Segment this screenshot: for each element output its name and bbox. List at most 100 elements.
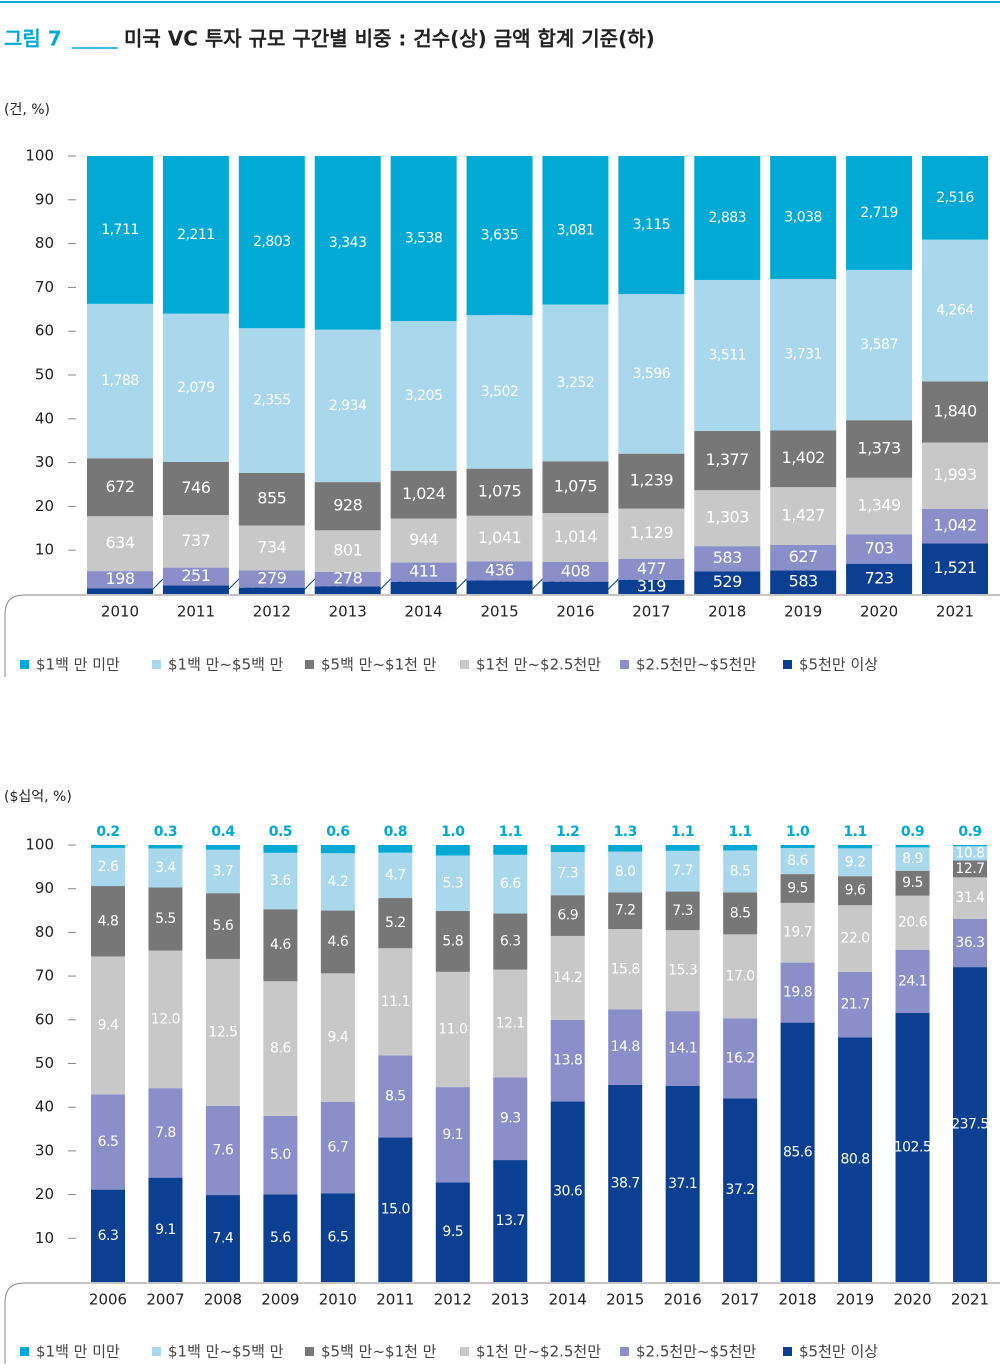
x-tick-label: 2019 [784, 603, 822, 621]
bar-segment [694, 546, 761, 572]
data-label: 1.1 [728, 824, 751, 840]
bar-segment [435, 971, 470, 1088]
data-label: 436 [485, 560, 514, 579]
y-tick-label: 20 [35, 497, 54, 515]
data-label: 5.6 [270, 1230, 291, 1246]
bar-segment [608, 845, 643, 852]
bar-segment [466, 515, 533, 562]
y-tick-label: 50 [35, 1054, 54, 1072]
data-label: 1,373 [857, 438, 900, 457]
data-label: 319 [637, 576, 666, 595]
bar-segment [91, 956, 125, 1095]
data-label: 21.7 [840, 997, 869, 1013]
bar-segment [87, 588, 153, 594]
bar-segment [493, 913, 528, 970]
data-label: 9.2 [845, 854, 866, 870]
y-tick-label: 70 [35, 278, 54, 296]
bar-segment [694, 156, 761, 280]
bar-segment [263, 981, 298, 1116]
bar-segment [665, 850, 700, 892]
bar-segment [550, 845, 585, 853]
data-label: 1,024 [402, 484, 446, 503]
bar-segment [542, 304, 609, 462]
data-label: 12.5 [208, 1024, 237, 1040]
data-label: 6.3 [500, 934, 521, 950]
data-label: 3,635 [481, 228, 519, 244]
data-label: 11.0 [438, 1021, 467, 1037]
legend-swatch [783, 1347, 792, 1356]
bar-segment [780, 962, 815, 1023]
data-label: 15.3 [668, 963, 697, 979]
bar-segment [922, 239, 988, 382]
legend-swatch [305, 1347, 314, 1356]
bar-segment [780, 874, 815, 903]
bar-segment [665, 845, 700, 851]
data-label: 4.2 [327, 874, 348, 890]
data-label: 746 [181, 478, 210, 497]
bar-segment [314, 586, 381, 594]
legend-label: $5백 만~$1천 만 [321, 656, 437, 674]
data-label: 17.0 [726, 968, 755, 984]
y-tick-label: 60 [35, 1010, 54, 1028]
data-label: 634 [105, 533, 134, 552]
data-label: 0.9 [901, 824, 924, 840]
data-label: 14.1 [668, 1040, 697, 1056]
data-label: 1.3 [614, 824, 637, 840]
bar-segment [435, 855, 470, 912]
x-tick-label: 2020 [893, 1291, 931, 1309]
data-label: 3,511 [708, 347, 746, 363]
bar-segment [838, 848, 873, 877]
bar-segment [263, 852, 298, 910]
bar-segment [608, 892, 643, 930]
bar-segment [91, 886, 125, 957]
legend-label: $5백 만~$1천 만 [321, 1343, 437, 1361]
bar-segment [838, 876, 873, 906]
data-label: 8.5 [730, 863, 751, 879]
y-tick-label: 80 [35, 234, 54, 252]
data-label: 723 [865, 568, 894, 587]
data-label: 7.3 [557, 866, 578, 882]
data-label: 6.5 [98, 1134, 119, 1150]
x-tick-label: 2019 [836, 1291, 874, 1309]
data-label: 0.9 [958, 824, 981, 840]
bar-segment [953, 860, 987, 878]
data-label: 477 [637, 559, 666, 578]
bar-segment [320, 910, 355, 974]
data-label: 2,516 [936, 190, 974, 206]
data-label: 22.0 [840, 931, 869, 947]
data-label: 5.6 [213, 918, 234, 934]
bar-segment [665, 930, 700, 1012]
data-label: 37.1 [668, 1176, 697, 1192]
data-label: 3,538 [405, 231, 443, 247]
data-label: 734 [257, 537, 286, 556]
x-tick-label: 2015 [606, 1291, 644, 1309]
bar-segment [238, 472, 305, 526]
bar-segment [770, 487, 837, 545]
legend-label: $1천 만~$2.5천만 [476, 656, 601, 674]
bar-segment [618, 508, 685, 559]
bar-segment [723, 934, 758, 1019]
bar-segment [780, 1022, 815, 1282]
x-tick-label: 2012 [253, 603, 291, 621]
bar-segment [838, 1037, 873, 1282]
bar-segment [148, 1088, 183, 1178]
y-tick-label: 90 [35, 190, 54, 208]
y-tick-label: 100 [25, 147, 54, 165]
data-label: 2,934 [329, 398, 367, 414]
legend-swatch [152, 660, 161, 669]
data-label: 6.7 [327, 1139, 348, 1155]
bar-segment [493, 854, 528, 914]
data-label: 3.6 [270, 873, 291, 889]
bar-segment [238, 570, 305, 588]
data-label: 1.0 [786, 824, 810, 840]
bar-segment [550, 1101, 585, 1282]
data-label: 6.3 [98, 1228, 119, 1244]
legend-swatch [20, 660, 29, 669]
data-label: 9.1 [155, 1222, 176, 1238]
legend-swatch [305, 660, 314, 669]
data-label: 20.6 [898, 915, 928, 931]
bar-segment [953, 918, 987, 968]
data-label: 8.6 [270, 1041, 291, 1057]
data-label: 928 [333, 496, 362, 515]
